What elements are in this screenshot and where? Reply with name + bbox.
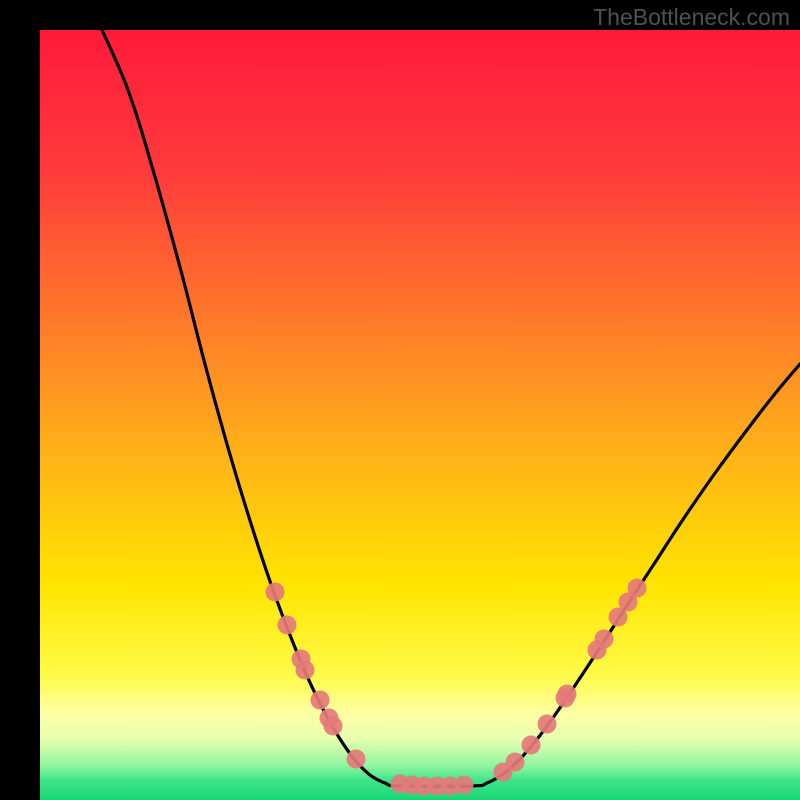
v-curve: [102, 30, 800, 786]
data-marker: [455, 776, 474, 795]
data-marker: [266, 583, 285, 602]
data-marker: [558, 685, 577, 704]
bottleneck-chart: [40, 30, 800, 800]
marker-group: [266, 579, 647, 796]
data-marker: [311, 691, 330, 710]
data-marker: [347, 750, 366, 769]
plot-area: [40, 30, 800, 800]
data-marker: [538, 715, 557, 734]
data-marker: [628, 579, 647, 598]
data-marker: [522, 736, 541, 755]
data-marker: [296, 661, 315, 680]
data-marker: [595, 630, 614, 649]
data-marker: [324, 717, 343, 736]
data-marker: [278, 616, 297, 635]
watermark-text: TheBottleneck.com: [593, 4, 790, 31]
data-marker: [506, 753, 525, 772]
